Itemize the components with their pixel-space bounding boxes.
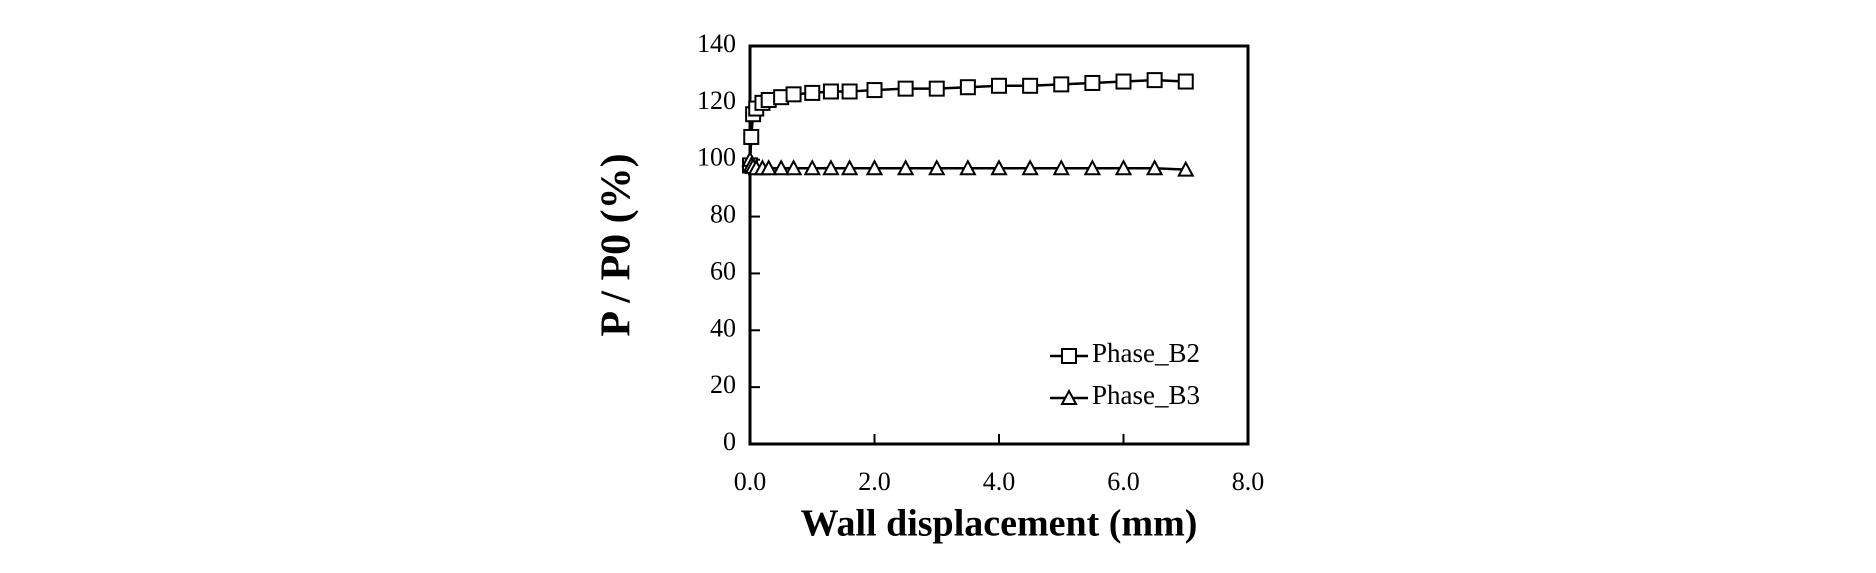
marker <box>841 83 858 100</box>
marker <box>928 159 946 176</box>
y-tick-label: 120 <box>697 86 736 115</box>
x-axis-title: Wall displacement (mm) <box>801 503 1198 545</box>
marker <box>1021 159 1039 176</box>
marker <box>866 82 883 99</box>
y-tick-label: 80 <box>710 200 736 229</box>
marker <box>1084 74 1101 91</box>
marker <box>1053 76 1070 93</box>
legend-label: Phase_B3 <box>1092 380 1200 410</box>
marker <box>1114 159 1133 176</box>
marker <box>1146 72 1163 89</box>
y-tick-label: 100 <box>697 143 736 172</box>
x-tick-label: 8.0 <box>1232 467 1265 496</box>
plot-frame <box>748 44 1250 446</box>
marker <box>1083 159 1102 176</box>
marker <box>865 159 884 176</box>
y-tick-label: 60 <box>710 256 736 285</box>
marker <box>822 83 839 100</box>
marker <box>1177 160 1195 177</box>
x-tick-label: 4.0 <box>983 467 1016 496</box>
marker <box>840 159 859 176</box>
marker <box>1145 159 1164 176</box>
marker <box>959 159 977 176</box>
marker <box>803 159 821 176</box>
marker <box>785 86 802 103</box>
marker <box>928 80 945 97</box>
y-tick-label: 140 <box>697 29 736 58</box>
marker <box>772 159 790 176</box>
marker <box>896 159 915 176</box>
marker <box>804 84 821 101</box>
marker <box>784 159 803 176</box>
y-tick-label: 20 <box>710 370 736 399</box>
legend-marker <box>1060 388 1078 405</box>
x-tick-label: 6.0 <box>1107 467 1140 496</box>
y-tick-label: 0 <box>723 427 736 456</box>
y-axis-title: P / P0 (%) <box>594 153 640 336</box>
marker <box>743 128 760 145</box>
marker <box>897 80 914 97</box>
y-tick-label: 40 <box>710 313 736 342</box>
marker <box>959 79 976 96</box>
legend-label: Phase_B2 <box>1092 338 1200 368</box>
legend-marker <box>1061 348 1077 364</box>
marker <box>990 159 1008 176</box>
marker <box>760 159 778 176</box>
marker <box>822 159 840 176</box>
marker <box>1177 73 1194 90</box>
marker <box>1115 73 1132 90</box>
marker <box>1052 159 1070 176</box>
marker <box>991 77 1007 94</box>
x-tick-label: 0.0 <box>734 467 767 496</box>
x-tick-label: 2.0 <box>858 467 891 496</box>
marker <box>1022 77 1039 94</box>
